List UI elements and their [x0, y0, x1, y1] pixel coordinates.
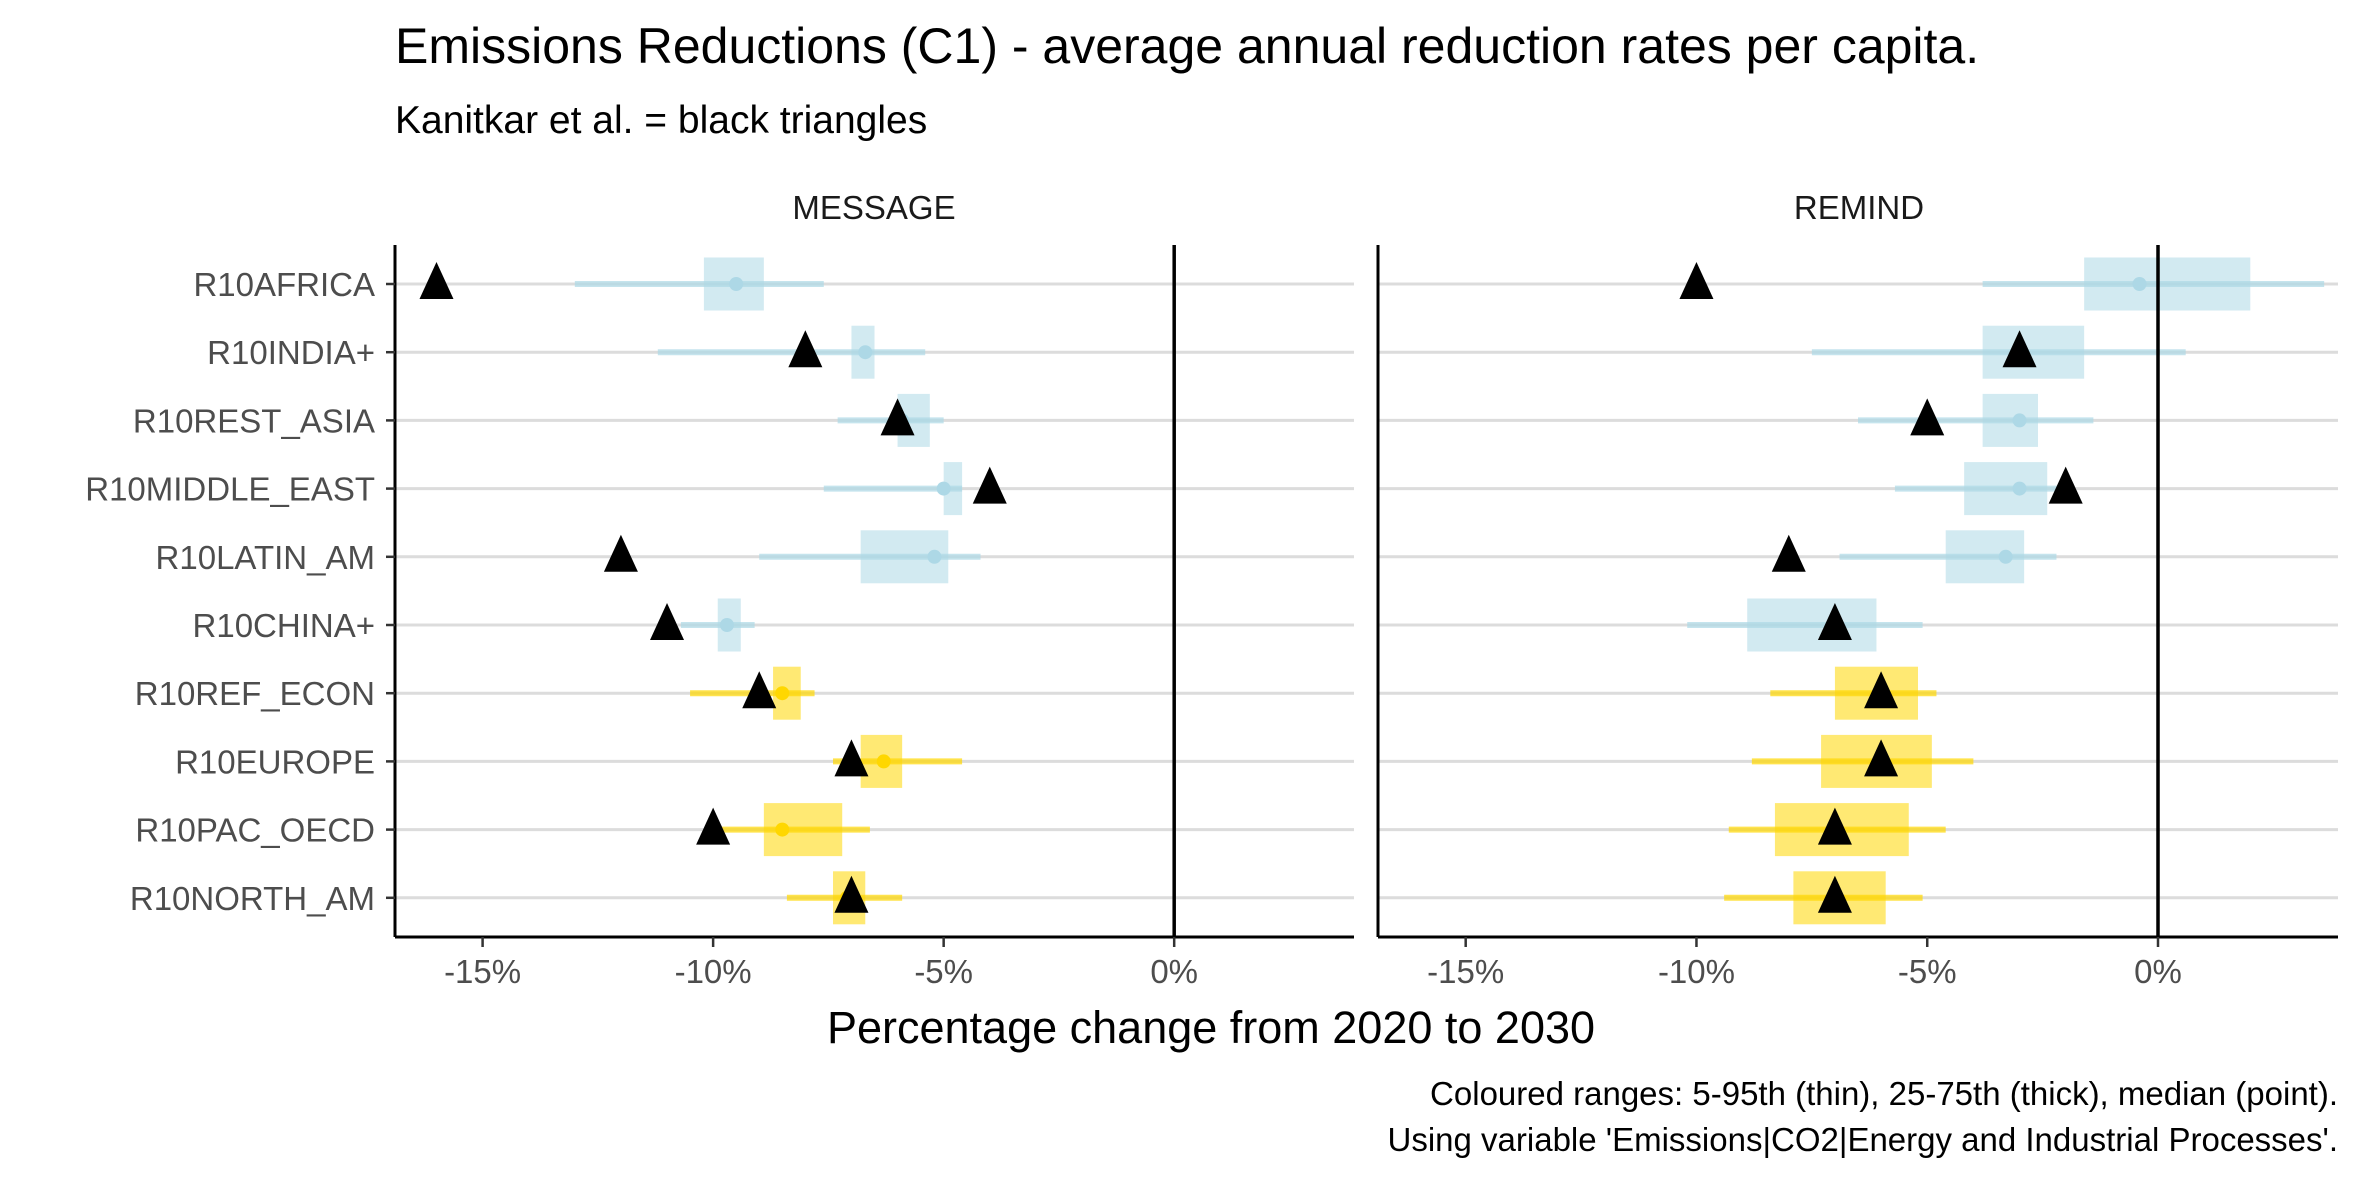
- median-point-message: [729, 277, 744, 291]
- x-tick-label-message: -5%: [914, 953, 973, 990]
- x-tick-label-remind: 0%: [2134, 953, 2182, 990]
- x-tick-label-remind: -15%: [1427, 953, 1504, 990]
- x-tick-label-remind: -5%: [1898, 953, 1957, 990]
- panel-strip-remind: REMIND: [1794, 189, 1924, 226]
- kanitkar-triangle-remind: [1771, 534, 1806, 572]
- y-tick-label: R10CHINA+: [193, 607, 375, 644]
- median-point-remind: [1998, 549, 2013, 564]
- kanitkar-triangle-message: [742, 671, 777, 709]
- x-tick-label-message: -15%: [444, 953, 521, 990]
- range-25-75-remind: [1982, 393, 2038, 447]
- range-25-75-remind: [2084, 257, 2251, 311]
- caption-line-2: Using variable 'Emissions|CO2|Energy and…: [1388, 1121, 2339, 1158]
- range-25-75-message: [943, 462, 963, 516]
- median-point-message: [719, 618, 734, 632]
- y-tick-label: R10EUROPE: [175, 743, 375, 780]
- x-tick-label-message: 0%: [1150, 953, 1198, 990]
- kanitkar-triangle-message: [696, 807, 731, 845]
- y-tick-label: R10PAC_OECD: [135, 812, 375, 849]
- kanitkar-triangle-remind: [1864, 671, 1899, 709]
- median-point-message: [876, 754, 891, 769]
- y-tick-label: R10MIDDLE_EAST: [85, 471, 375, 508]
- median-point-message: [858, 345, 873, 360]
- kanitkar-triangle-message: [880, 398, 915, 436]
- range-25-75-remind: [1964, 462, 2048, 516]
- axes: [386, 245, 2338, 947]
- y-tick-label: R10REF_ECON: [135, 675, 375, 712]
- range-25-75-remind: [1747, 598, 1877, 652]
- median-point-remind: [2012, 413, 2027, 428]
- x-tick-label-message: -10%: [675, 953, 752, 990]
- kanitkar-triangle-remind: [1864, 739, 1899, 777]
- kanitkar-triangle-message: [419, 262, 454, 299]
- axis-labels: -15% -10% -5% 0% -15% -10% -5% 0% R10AFRICA R10IN…: [85, 266, 2182, 990]
- kanitkar-triangle-message: [972, 466, 1007, 504]
- kanitkar-triangle-remind: [1817, 875, 1852, 913]
- kanitkar-triangle-remind: [1910, 398, 1945, 436]
- median-point-remind: [2132, 277, 2147, 291]
- y-tick-label: R10REST_ASIA: [133, 402, 375, 439]
- median-point-remind: [2012, 481, 2027, 496]
- y-tick-label: R10LATIN_AM: [156, 539, 375, 576]
- x-axis-title: Percentage change from 2020 to 2030: [827, 1002, 1595, 1053]
- kanitkar-triangle-message: [788, 330, 823, 368]
- kanitkar-triangle-message: [834, 875, 869, 913]
- range-25-75-remind: [1982, 325, 2085, 379]
- chart-subtitle: Kanitkar et al. = black triangles: [395, 99, 927, 142]
- median-point-message: [927, 549, 942, 564]
- kanitkar-triangle-remind: [2002, 330, 2037, 368]
- kanitkar-triangle-remind: [2048, 466, 2083, 504]
- kanitkar-triangle-remind: [1817, 603, 1852, 640]
- median-point-message: [775, 686, 790, 701]
- y-tick-label: R10AFRICA: [193, 266, 375, 303]
- kanitkar-triangle-remind: [1817, 807, 1852, 845]
- chart-title: Emissions Reductions (C1) - average annu…: [395, 18, 1979, 74]
- y-tick-label: R10INDIA+: [207, 334, 375, 371]
- median-point-message: [775, 822, 790, 837]
- median-point-message: [936, 481, 951, 496]
- kanitkar-triangle-remind: [1679, 262, 1714, 299]
- caption-line-1: Coloured ranges: 5-95th (thin), 25-75th …: [1430, 1075, 2338, 1112]
- kanitkar-markers: [419, 262, 2083, 913]
- panel-strip-message: MESSAGE: [792, 189, 955, 226]
- kanitkar-triangle-message: [603, 534, 638, 572]
- y-tick-label: R10NORTH_AM: [130, 880, 375, 917]
- x-tick-label-remind: -10%: [1658, 953, 1735, 990]
- kanitkar-triangle-message: [834, 739, 869, 777]
- kanitkar-triangle-message: [650, 603, 685, 640]
